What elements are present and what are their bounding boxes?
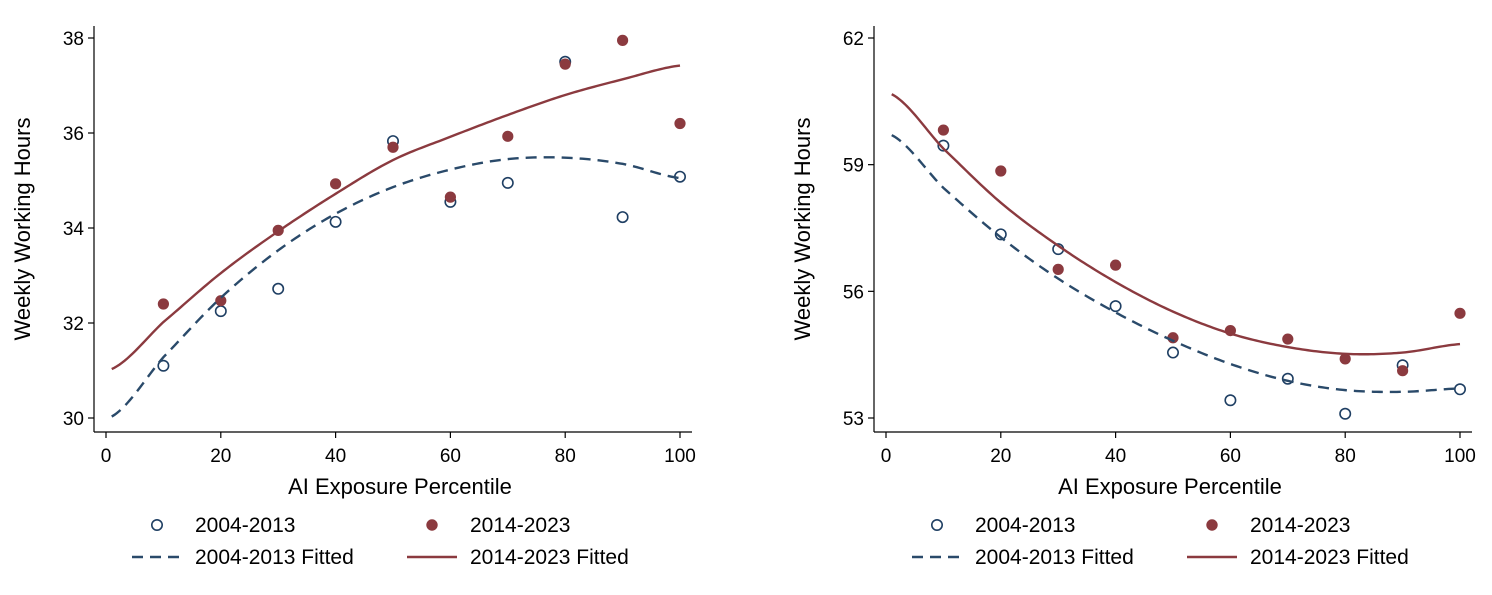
data-point-2004-2013 [501,176,514,189]
data-point-2014-2023 [1282,333,1294,345]
x-tick-label: 20 [210,446,231,467]
legend-label: 2004-2013 [195,514,295,537]
data-point-2014-2023 [157,298,169,310]
legend-label: 2004-2013 Fitted [975,546,1134,569]
chart-right: 53 56 59 62 0 20 40 60 80 100 AI Exposure Percenti… [790,26,1476,569]
legend-marker-2004-2013 [151,518,164,531]
x-axis-title: AI Exposure Percentile [288,474,512,499]
data-point-2004-2013 [272,282,285,295]
x-tick-label: 20 [990,446,1011,467]
data-point-2014-2023 [1109,259,1122,271]
y-tick-label: 38 [63,29,84,50]
fitted-line-2014-2023 [111,64,681,371]
data-point-2014-2023 [674,117,686,130]
legend-label: 2004-2013 Fitted [195,546,354,569]
legend-label: 2014-2023 [470,514,570,537]
x-tick-label: 0 [881,446,892,467]
y-tick-label: 30 [63,409,84,430]
legend-label: 2004-2013 [975,514,1075,537]
x-tick-label: 100 [1444,446,1476,467]
data-point-2004-2013 [214,305,227,318]
x-axis-title: AI Exposure Percentile [1058,474,1282,499]
legend-marker-2014-2023 [1206,519,1218,531]
legend-label: 2014-2023 [1250,514,1350,537]
y-axis-title: Weekly Working Hours [790,118,815,341]
data-point-2014-2023 [387,141,399,153]
fitted-line-2014-2023 [891,93,1461,356]
x-tick-label: 80 [1335,446,1356,467]
y-tick-label: 34 [63,219,85,240]
data-point-2014-2023 [1339,353,1351,365]
data-point-2004-2013 [616,211,629,224]
x-tick-label: 60 [1220,446,1241,467]
data-point-2004-2013 [1339,407,1352,420]
data-point-2014-2023 [444,191,456,203]
x-tick-label: 100 [664,446,696,467]
y-tick-label: 59 [843,156,864,177]
legend-label: 2014-2023 Fitted [1250,546,1409,569]
y-tick-label: 36 [63,124,84,145]
fitted-line-2004-2013 [891,134,1461,394]
y-tick-label: 32 [63,314,84,335]
data-point-2004-2013 [1109,300,1122,313]
y-tick-label: 62 [843,29,864,50]
data-point-2014-2023 [616,34,629,46]
data-point-2004-2013 [1281,372,1294,385]
data-point-2004-2013 [329,215,342,228]
x-tick-label: 40 [325,446,346,467]
y-tick-label: 53 [843,409,864,430]
x-tick-label: 40 [1105,446,1126,467]
data-point-2014-2023 [559,58,571,70]
legend-label: 2014-2023 Fitted [470,546,629,569]
data-point-2004-2013 [937,139,950,152]
data-point-2004-2013 [157,359,170,372]
chart-left: 30 32 34 36 38 0 20 40 60 80 100 AI Exposure Percen… [10,26,696,569]
data-point-2014-2023 [1396,365,1409,377]
data-point-2004-2013 [1166,346,1179,359]
data-point-2014-2023 [215,295,227,307]
data-point-2014-2023 [502,130,514,142]
data-point-2004-2013 [1453,383,1466,396]
data-point-2014-2023 [937,124,949,136]
fitted-line-2004-2013 [111,156,681,418]
data-point-2014-2023 [329,178,342,190]
legend-marker-2004-2013 [931,518,944,531]
data-point-2014-2023 [995,165,1007,177]
legend-marker-2014-2023 [426,519,438,531]
y-axis-title: Weekly Working Hours [10,118,35,341]
x-tick-label: 60 [440,446,461,467]
data-point-2004-2013 [1224,394,1237,407]
data-point-2014-2023 [1052,263,1064,275]
x-tick-label: 0 [101,446,112,467]
data-point-2014-2023 [1454,307,1466,319]
x-tick-label: 80 [555,446,576,467]
y-tick-label: 56 [843,282,864,303]
